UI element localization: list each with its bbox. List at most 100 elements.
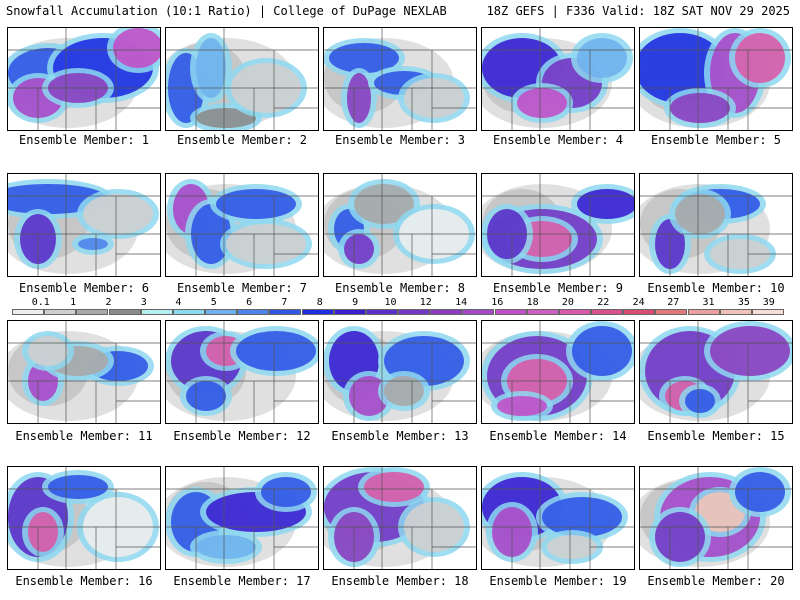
ensemble-member-label: Ensemble Member: 10 <box>647 281 785 295</box>
color-scale-swatch <box>205 309 238 315</box>
snowfall-map <box>640 467 792 569</box>
snowfall-map <box>482 467 634 569</box>
ensemble-map-panel <box>165 27 319 131</box>
color-scale-label: 6 <box>246 297 253 308</box>
valid-time: 18Z GEFS | F336 Valid: 18Z SAT NOV 29 20… <box>486 4 790 18</box>
color-scale-swatch <box>301 309 334 315</box>
color-scale-label: 8 <box>316 297 323 308</box>
snowfall-map <box>166 28 318 130</box>
snowfall-map <box>8 321 160 423</box>
snowfall-area <box>28 512 58 552</box>
snowfall-area <box>384 376 424 406</box>
ensemble-member-label: Ensemble Member: 8 <box>334 281 466 295</box>
color-scale-swatch <box>526 309 559 315</box>
snowfall-area <box>517 88 567 118</box>
ensemble-map-panel <box>639 320 793 424</box>
snowfall-map <box>324 174 476 276</box>
color-scale-swatch <box>591 309 624 315</box>
ensemble-member-label: Ensemble Member: 3 <box>334 133 466 147</box>
snowfall-map <box>324 467 476 569</box>
snowfall-map <box>640 174 792 276</box>
ensemble-member-label: Ensemble Member: 14 <box>489 429 627 443</box>
color-scale-swatch <box>719 309 752 315</box>
ensemble-member-label: Ensemble Member: 6 <box>18 281 150 295</box>
snowfall-area <box>236 331 316 371</box>
color-scale-swatch <box>12 309 45 315</box>
snowfall-area <box>710 239 770 269</box>
ensemble-map-panel <box>481 173 635 277</box>
color-scale-swatch <box>687 309 720 315</box>
snowfall-map <box>8 28 160 130</box>
ensemble-member-label: Ensemble Member: 15 <box>647 429 785 443</box>
snowfall-area <box>347 73 371 123</box>
snowfall-area <box>364 472 424 502</box>
color-scale-label: 12 <box>419 297 432 308</box>
ensemble-map-panel <box>7 173 161 277</box>
ensemble-map-panel <box>323 173 477 277</box>
snowfall-area <box>655 512 705 562</box>
ensemble-member-label: Ensemble Member: 7 <box>176 281 308 295</box>
color-scale-swatch <box>751 309 784 315</box>
ensemble-map-panel <box>323 466 477 570</box>
color-scale-swatch <box>462 309 495 315</box>
color-scale-label: 24 <box>632 297 645 308</box>
ensemble-member-label: Ensemble Member: 4 <box>492 133 624 147</box>
color-scale-label: 3 <box>140 297 147 308</box>
ensemble-map-panel <box>165 173 319 277</box>
ensemble-member-label: Ensemble Member: 19 <box>489 574 627 588</box>
color-scale-swatch <box>269 309 302 315</box>
ensemble-map-panel <box>165 466 319 570</box>
snowfall-map <box>166 174 318 276</box>
ensemble-map-panel <box>7 27 161 131</box>
ensemble-member-label: Ensemble Member: 16 <box>15 574 153 588</box>
snowfall-map <box>166 467 318 569</box>
color-scale-label: 35 <box>737 297 750 308</box>
snowfall-map <box>640 28 792 130</box>
color-scale-swatch <box>430 309 463 315</box>
ensemble-map-panel <box>639 466 793 570</box>
color-scale-label: 20 <box>561 297 574 308</box>
ensemble-map-panel <box>7 466 161 570</box>
color-scale-swatch <box>333 309 366 315</box>
ensemble-map-panel <box>481 320 635 424</box>
color-scale-label: 0.1 <box>31 297 50 308</box>
ensemble-map-panel <box>639 27 793 131</box>
color-scale-label: 10 <box>384 297 397 308</box>
ensemble-member-label: Ensemble Member: 20 <box>647 574 785 588</box>
color-scale-swatch <box>44 309 77 315</box>
ensemble-member-label: Ensemble Member: 12 <box>173 429 311 443</box>
color-scale-swatch <box>655 309 688 315</box>
ensemble-member-label: Ensemble Member: 5 <box>650 133 782 147</box>
ensemble-member-label: Ensemble Member: 17 <box>173 574 311 588</box>
ensemble-map-panel <box>639 173 793 277</box>
snowfall-map <box>8 174 160 276</box>
snowfall-map <box>482 174 634 276</box>
snowfall-map <box>166 321 318 423</box>
color-scale-label: 1 <box>70 297 77 308</box>
color-scale-swatch <box>237 309 270 315</box>
ensemble-map-panel <box>481 466 635 570</box>
snowfall-area <box>261 477 311 507</box>
ensemble-member-label: Ensemble Member: 11 <box>15 429 153 443</box>
snowfall-area <box>329 43 399 73</box>
snowfall-area <box>113 28 160 68</box>
snowfall-area <box>196 535 256 559</box>
color-scale-swatch <box>76 309 109 315</box>
color-scale-label: 39 <box>762 297 775 308</box>
snowfall-area <box>226 224 306 264</box>
snowfall-map <box>8 467 160 569</box>
ensemble-member-label: Ensemble Member: 2 <box>176 133 308 147</box>
color-scale-label: 4 <box>175 297 182 308</box>
color-scale-swatch <box>108 309 141 315</box>
ensemble-map-panel <box>323 320 477 424</box>
snowfall-area <box>186 381 226 411</box>
color-scale-label: 22 <box>597 297 610 308</box>
snowfall-area <box>344 234 374 264</box>
color-scale-label: 7 <box>281 297 288 308</box>
color-scale-legend: 0.1 1 2 3 4 5 6 7 8 9 10 12 14 16 18 20 22 24 27 31 35 39 <box>12 297 784 319</box>
snowfall-area <box>354 184 414 224</box>
color-scale-swatch <box>172 309 205 315</box>
snowfall-area <box>497 396 547 416</box>
color-scale-label: 18 <box>526 297 539 308</box>
snowfall-area <box>685 389 715 413</box>
